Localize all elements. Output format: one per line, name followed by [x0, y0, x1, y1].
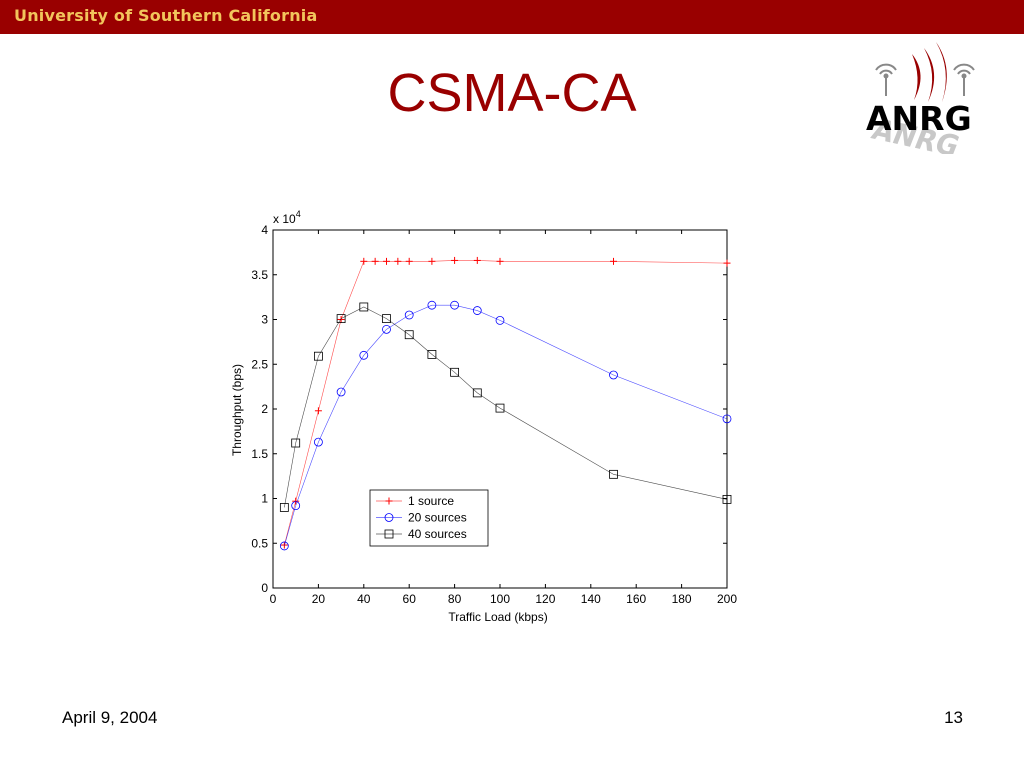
throughput-chart: 0 20 40 60 80 100 120 140 160 180 200 0 0.5 1 1.5 2 2.5 3…	[230, 209, 737, 624]
data-point	[450, 367, 460, 377]
y-tick-label: 1	[261, 492, 268, 506]
legend-marker	[384, 513, 394, 522]
series-line-1	[284, 260, 728, 546]
data-point	[314, 437, 323, 447]
legend-box	[369, 489, 489, 547]
y-multiplier-exp: 4	[296, 209, 301, 219]
data-point	[336, 387, 346, 397]
data-point	[382, 324, 391, 334]
x-tick-label: 0	[270, 592, 277, 606]
legend-marker	[385, 497, 393, 505]
y-tick-label: 3.5	[251, 268, 268, 282]
data-point	[314, 351, 323, 361]
data-point	[404, 310, 414, 320]
y-tick-label: 2.5	[251, 357, 268, 371]
data-point	[722, 494, 732, 504]
data-point	[722, 414, 732, 424]
data-point	[496, 257, 504, 265]
y-tick-label: 0	[261, 581, 268, 595]
data-point	[383, 257, 390, 265]
data-point	[428, 257, 436, 265]
plot-frame	[272, 229, 728, 589]
data-point	[723, 259, 731, 267]
x-tick-label: 40	[357, 592, 371, 606]
slide-title: CSMA-CA	[387, 63, 637, 123]
x-tick-label: 120	[535, 592, 555, 606]
data-point	[394, 257, 402, 265]
data-point	[450, 300, 460, 310]
data-point	[382, 314, 391, 324]
data-point	[336, 314, 346, 324]
y-axis-label: Throughput (bps)	[230, 364, 244, 456]
data-point	[279, 541, 289, 551]
y-tick-label: 0.5	[251, 536, 268, 550]
y-tick-label: 4	[261, 223, 268, 237]
data-point	[609, 469, 618, 479]
y-multiplier-base: x 10	[273, 212, 296, 226]
data-point	[291, 438, 301, 448]
x-tick-label: 100	[490, 592, 510, 606]
series-line-2	[284, 304, 728, 547]
data-point	[359, 350, 369, 360]
legend-label: 40 sources	[408, 527, 467, 541]
y-tick-label: 1.5	[251, 447, 268, 461]
data-point	[472, 388, 482, 398]
data-point	[451, 256, 459, 264]
data-point	[360, 257, 368, 265]
x-tick-label: 160	[626, 592, 646, 606]
data-point	[495, 403, 505, 413]
x-tick-label: 180	[672, 592, 692, 606]
series-line-3	[284, 306, 728, 508]
legend-label: 1 source	[408, 494, 454, 508]
y-tick-label: 3	[261, 313, 268, 327]
header-bar: University of Southern California	[0, 0, 1024, 34]
data-point	[609, 370, 618, 380]
x-tick-label: 200	[717, 592, 737, 606]
data-point	[359, 302, 369, 312]
data-point	[279, 503, 289, 512]
data-point	[495, 315, 505, 325]
logo-text: ANRG	[866, 99, 972, 138]
y-multiplier-label: x 104	[273, 209, 301, 226]
data-point	[292, 497, 300, 505]
x-tick-label: 140	[581, 592, 601, 606]
data-point	[472, 306, 482, 315]
data-point	[314, 407, 322, 415]
data-point	[405, 257, 413, 265]
x-tick-label: 20	[312, 592, 326, 606]
antenna-icon: ANRG ANRG	[866, 42, 975, 163]
footer-date: April 9, 2004	[62, 708, 158, 727]
legend-label: 20 sources	[408, 511, 467, 525]
data-point	[404, 330, 414, 340]
university-name: University of Southern California	[14, 6, 318, 25]
data-point	[427, 350, 437, 359]
data-point	[610, 257, 617, 265]
data-point	[427, 300, 437, 310]
anrg-logo: ANRG ANRG	[858, 34, 1008, 163]
y-tick-label: 2	[261, 402, 268, 416]
legend-marker	[384, 529, 394, 539]
data-point	[371, 257, 379, 265]
x-axis-label: Traffic Load (kbps)	[448, 610, 547, 624]
x-tick-label: 80	[448, 592, 462, 606]
x-tick-label: 60	[403, 592, 417, 606]
data-point	[337, 316, 345, 323]
data-point	[473, 256, 481, 264]
page-number: 13	[944, 708, 963, 727]
data-point	[291, 501, 301, 511]
